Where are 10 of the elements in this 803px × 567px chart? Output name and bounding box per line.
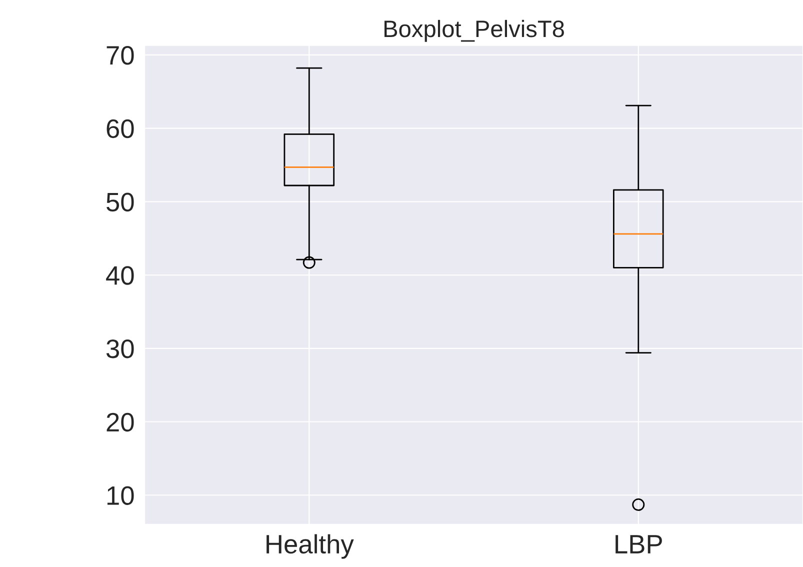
y-tick-label: 70 — [106, 46, 134, 65]
x-tick-label: LBP — [616, 535, 662, 554]
y-tick-label: 30 — [106, 340, 134, 358]
y-tick-label: 60 — [106, 119, 134, 138]
y-tick-label: 50 — [106, 192, 134, 212]
y-tick-label: 10 — [107, 486, 134, 505]
y-tick-label: 40 — [106, 266, 134, 285]
x-tick-label: Healthy — [266, 534, 354, 559]
y-tick-label: 20 — [106, 412, 134, 432]
chart-title: Boxplot_PelvisT8 — [384, 20, 564, 42]
